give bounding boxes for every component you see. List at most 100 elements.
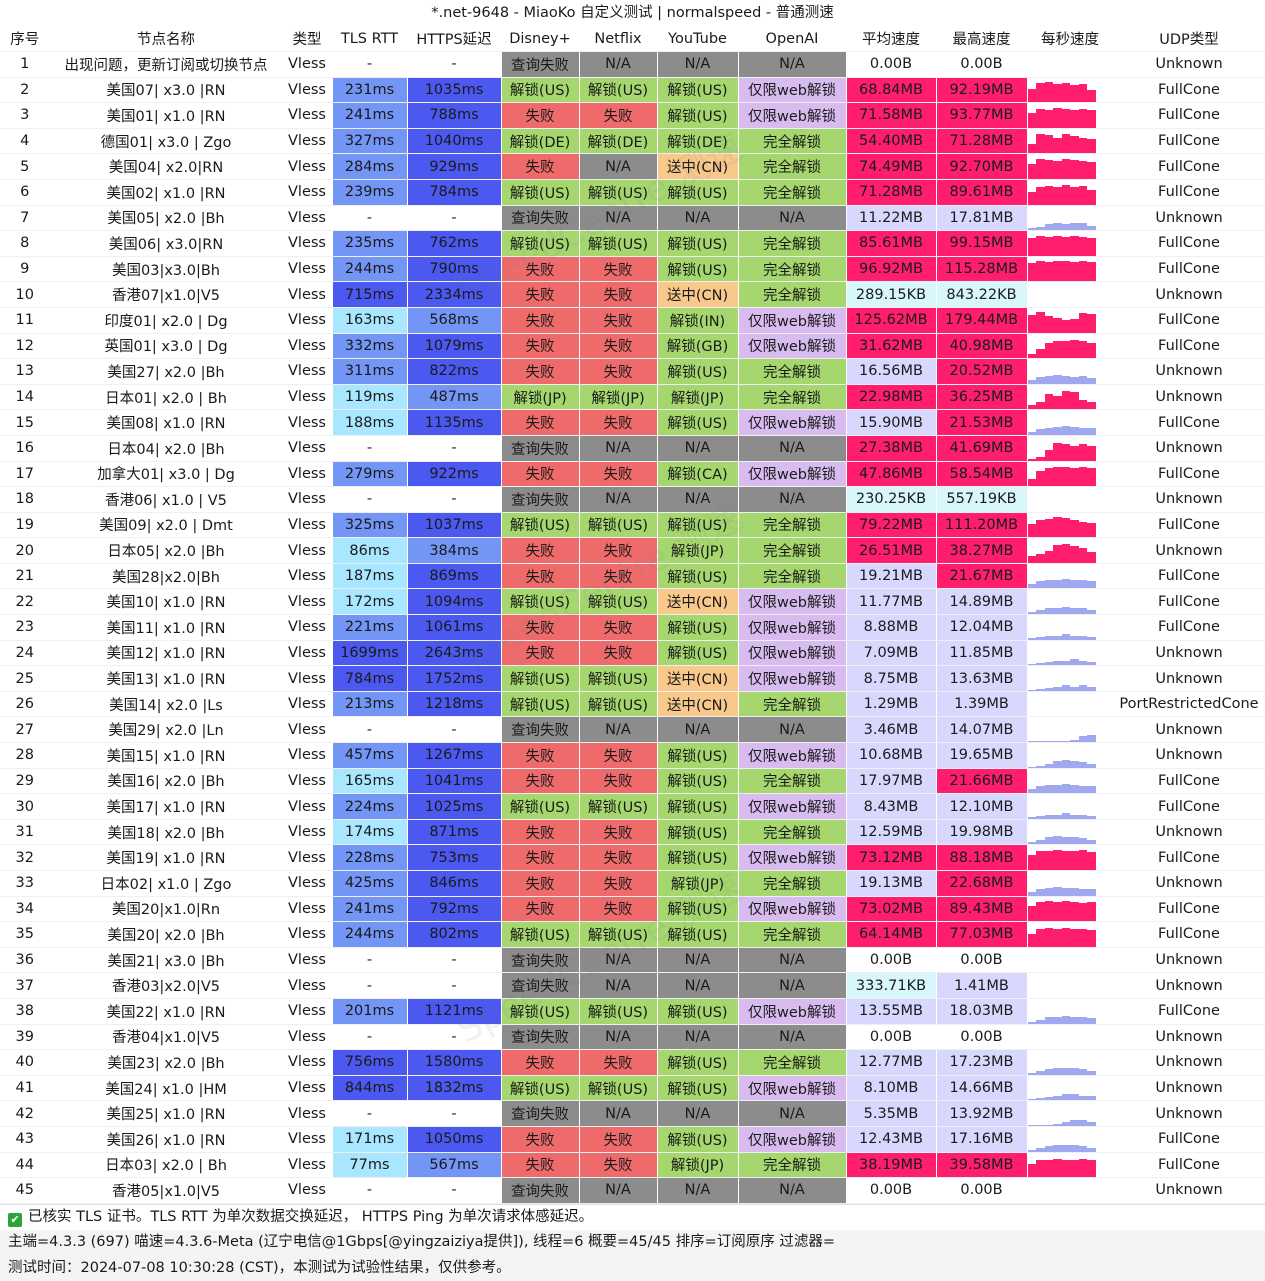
max-speed: 179.44MB	[936, 307, 1028, 334]
tls-rtt: 119ms	[332, 384, 408, 411]
node-type: Vless	[282, 640, 333, 667]
openai-status: 完全解锁	[738, 1152, 847, 1179]
node-name: 美国06| x3.0|RN	[50, 230, 283, 257]
sparkline-bar	[1078, 185, 1087, 205]
tls-rtt: 221ms	[332, 614, 408, 641]
disney-status: 查询失败	[501, 947, 580, 974]
table-row: 36 美国21| x3.0 |Bh Vless - - 查询失败 N/A N/A N/A 0.00…	[0, 947, 1265, 974]
openai-status: 仅限web解锁	[738, 77, 847, 104]
netflix-status: 失败	[579, 768, 658, 795]
sparkline-bar	[1044, 135, 1053, 153]
speed-sparkline	[1027, 230, 1114, 257]
udp-type: Unknown	[1113, 1075, 1265, 1102]
row-number: 29	[0, 768, 51, 795]
netflix-status: N/A	[579, 947, 658, 974]
sparkline-bar	[1070, 85, 1079, 102]
sparkline-bar	[1027, 89, 1036, 102]
https-latency: 846ms	[407, 870, 502, 897]
node-type: Vless	[282, 358, 333, 385]
https-latency: -	[407, 972, 502, 999]
disney-status: 查询失败	[501, 51, 580, 78]
row-number: 21	[0, 563, 51, 590]
column-header: Netflix	[579, 26, 658, 52]
https-latency: 929ms	[407, 153, 502, 180]
row-number: 15	[0, 409, 51, 436]
sparkline-bar	[1036, 636, 1045, 640]
sparkline-bar	[1044, 185, 1053, 205]
youtube-status: 解锁(US)	[657, 256, 739, 283]
udp-type: FullCone	[1113, 844, 1265, 871]
node-type: Vless	[282, 921, 333, 948]
disney-status: 查询失败	[501, 1100, 580, 1127]
sparkline-bar	[1053, 580, 1062, 588]
netflix-status: N/A	[579, 1100, 658, 1127]
node-name: 美国24| x1.0 |HM	[50, 1075, 283, 1102]
sparkline-bar	[1061, 224, 1070, 230]
speed-sparkline	[1027, 409, 1114, 436]
youtube-status: 解锁(US)	[657, 768, 739, 795]
row-number: 4	[0, 128, 51, 155]
sparkline-bar	[1087, 840, 1096, 844]
tls-rtt: 213ms	[332, 691, 408, 718]
sparkline-bar	[1061, 375, 1070, 384]
avg-speed: 12.59MB	[846, 819, 937, 846]
disney-status: 失败	[501, 461, 580, 488]
tls-rtt: -	[332, 51, 408, 78]
node-name: 美国05| x2.0 |Bh	[50, 205, 283, 232]
row-number: 16	[0, 435, 51, 462]
sparkline-bar	[1036, 815, 1045, 819]
openai-status: 完全解锁	[738, 179, 847, 206]
tls-rtt: 241ms	[332, 102, 408, 129]
node-name: 美国21| x3.0 |Bh	[50, 947, 283, 974]
sparkline-bar	[1087, 1096, 1096, 1100]
openai-status: 仅限web解锁	[738, 640, 847, 667]
node-type: Vless	[282, 793, 333, 820]
node-name: 美国07| x3.0 |RN	[50, 77, 283, 104]
sparkline-bar	[1036, 311, 1045, 333]
netflix-status: N/A	[579, 153, 658, 180]
sparkline-bar	[1027, 689, 1036, 691]
sparkline-bar	[1036, 928, 1045, 947]
sparkline-bar	[1087, 852, 1096, 870]
sparkline-bar	[1061, 425, 1070, 435]
sparkline-bar	[1087, 523, 1096, 537]
table-row: 8 美国06| x3.0|RN Vless 235ms 762ms 解锁(US) 解锁(US…	[0, 230, 1265, 257]
table-row: 10 香港07|x1.0|V5 Vless 715ms 2334ms 失败 失败 送中(CN)…	[0, 281, 1265, 308]
row-number: 9	[0, 256, 51, 283]
sparkline-bar	[1087, 686, 1096, 691]
sparkline-bar	[1078, 1145, 1087, 1152]
table-row: 21 美国28|x2.0|Bh Vless 187ms 869ms 失败 失败 解锁(US) 完…	[0, 563, 1265, 590]
avg-speed: 71.28MB	[846, 179, 937, 206]
column-header: 序号	[0, 26, 51, 52]
node-type: Vless	[282, 409, 333, 436]
sparkline-bar	[1053, 661, 1062, 665]
sparkline-bar	[1070, 1016, 1079, 1024]
netflix-status: 解锁(JP)	[579, 384, 658, 411]
sparkline-bar	[1036, 108, 1045, 128]
tls-rtt: 231ms	[332, 77, 408, 104]
sparkline-bar	[1044, 1145, 1053, 1152]
sparkline-bar	[1070, 109, 1079, 128]
tls-rtt: 756ms	[332, 1049, 408, 1076]
node-name: 日本03| x2.0 | Bh	[50, 1152, 283, 1179]
sparkline-bar	[1027, 1099, 1036, 1100]
sparkline-bar	[1061, 927, 1070, 947]
speed-sparkline	[1027, 972, 1114, 999]
disney-status: 失败	[501, 870, 580, 897]
sparkline-bar	[1036, 888, 1045, 896]
sparkline-bar	[1036, 83, 1045, 102]
node-name: 美国27| x2.0 |Bh	[50, 358, 283, 385]
sparkline-bar	[1053, 1159, 1062, 1177]
sparkline-bar	[1036, 1070, 1045, 1075]
https-latency: 1135ms	[407, 409, 502, 436]
node-name: 美国15| x1.0 |RN	[50, 742, 283, 769]
sparkline-bar	[1036, 471, 1045, 486]
avg-speed: 289.15KB	[846, 281, 937, 308]
netflix-status: 失败	[579, 256, 658, 283]
row-number: 31	[0, 819, 51, 846]
tls-rtt: 241ms	[332, 896, 408, 923]
openai-status: 仅限web解锁	[738, 614, 847, 641]
node-type: Vless	[282, 51, 333, 78]
column-header: OpenAI	[738, 26, 847, 52]
node-type: Vless	[282, 1152, 333, 1179]
